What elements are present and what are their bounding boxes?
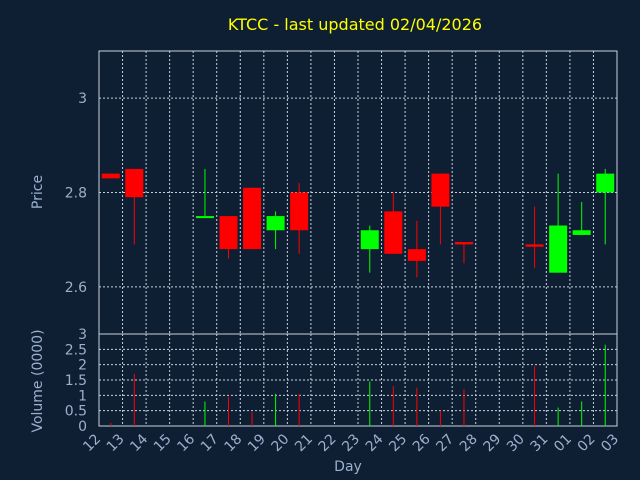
x-tick-labels: 12 13 14 15 16 17 18 19 20 21 22 23 24 25 26 27 28 29 30 31… [80, 431, 622, 455]
candle-23 [360, 225, 379, 273]
candle-body [125, 168, 144, 198]
candle-body [525, 244, 544, 247]
candle-body [290, 192, 309, 231]
volume-y-tick-label: 2 [78, 358, 87, 374]
x-tick-label: 24 [363, 431, 387, 455]
x-tick-label: 20 [269, 431, 293, 455]
candle-26 [431, 173, 450, 245]
candle-body [384, 211, 403, 254]
x-tick-label: 23 [339, 431, 363, 455]
volume-plot-frame [98, 333, 618, 427]
x-tick-label: 15 [151, 431, 175, 455]
volume-y-tick-label: 1 [78, 388, 87, 404]
x-tick-label: 13 [104, 431, 128, 455]
candle-13 [125, 168, 144, 245]
volume-y-tick-label: 0.5 [65, 404, 87, 420]
candle-body [572, 230, 591, 235]
volume-y-tick-labels: 00.511.522.53 [65, 327, 87, 435]
candle-body [431, 173, 450, 207]
candle-30 [525, 206, 544, 268]
candle-25 [407, 220, 426, 278]
x-tick-label: 27 [433, 431, 457, 455]
x-tick-label: 22 [316, 431, 340, 455]
candle-24 [384, 192, 403, 254]
volume-y-axis-label: Volume (0000) [30, 329, 46, 432]
x-tick-label: 01 [551, 431, 575, 455]
x-tick-label: 21 [292, 431, 316, 455]
x-tick-label: 02 [575, 431, 599, 455]
volume-y-tick-label: 2.5 [65, 342, 87, 358]
candle-27 [454, 242, 473, 264]
candle-body [549, 225, 568, 273]
x-tick-label: 03 [598, 431, 622, 455]
candle-body [407, 249, 426, 261]
candle-12 [101, 173, 120, 179]
candle-02 [596, 168, 615, 245]
price-y-tick-label: 2.6 [65, 280, 87, 296]
chart-title: KTCC - last updated 02/04/2026 [228, 15, 482, 34]
x-tick-label: 31 [528, 431, 552, 455]
volume-y-tick-label: 0 [78, 419, 87, 435]
candlesticks [101, 168, 615, 278]
x-tick-label: 30 [504, 431, 528, 455]
candle-body [219, 216, 238, 250]
volume-bars [110, 344, 606, 426]
candle-body [596, 173, 615, 193]
candle-body [360, 230, 379, 250]
candle-20 [290, 183, 309, 254]
volume-grid [99, 334, 617, 426]
x-tick-label: 17 [198, 431, 222, 455]
candle-body [243, 187, 262, 250]
candle-18 [243, 187, 262, 250]
candle-01 [572, 201, 591, 235]
candle-body [195, 216, 214, 219]
x-tick-label: 26 [410, 431, 434, 455]
x-tick-label: 29 [480, 431, 504, 455]
price-y-tick-label: 2.8 [65, 186, 87, 202]
volume-y-tick-label: 1.5 [65, 373, 87, 389]
volume-panel: 00.511.522.53 Volume (0000) [30, 327, 618, 435]
candle-body [454, 242, 473, 245]
x-tick-label: 14 [127, 431, 151, 455]
x-tick-label: 16 [174, 431, 198, 455]
x-tick-label: 25 [386, 431, 410, 455]
candle-body [266, 216, 285, 231]
price-y-tick-labels: 2.6 2.8 3 [65, 91, 87, 296]
x-axis-label: Day [334, 459, 362, 475]
price-grid [99, 51, 617, 334]
price-y-axis-label: Price [30, 175, 46, 209]
price-panel: 2.6 2.8 3 Price [30, 50, 618, 335]
volume-y-tick-label: 3 [78, 327, 87, 343]
price-y-tick-label: 3 [78, 91, 87, 107]
candle-16 [195, 168, 214, 219]
candle-19 [266, 211, 285, 250]
x-tick-label: 18 [221, 431, 245, 455]
candle-body [101, 173, 120, 179]
candle-17 [219, 216, 238, 259]
x-tick-label: 19 [245, 431, 269, 455]
candle-31 [549, 173, 568, 273]
x-tick-label: 28 [457, 431, 481, 455]
